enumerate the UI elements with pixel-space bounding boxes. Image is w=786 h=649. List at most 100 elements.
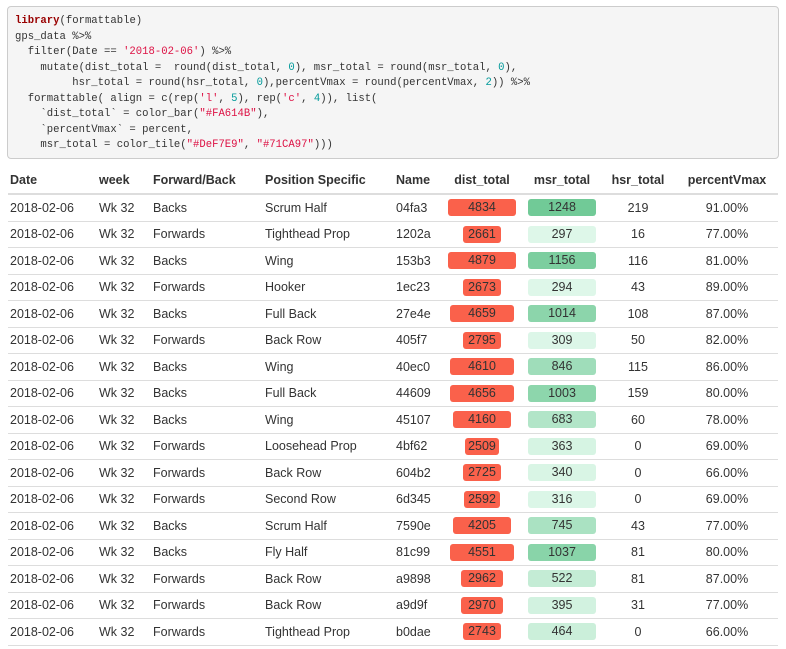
- table-cell: Full Back: [263, 380, 394, 407]
- table-row: 2018-02-06 Wk 32 Forwards Loosehead Prop 4bf…: [8, 433, 778, 460]
- table-row: 2018-02-06 Wk 32 Backs Scrum Half 7590e 4205 7…: [8, 512, 778, 540]
- table-cell: 309: [524, 327, 600, 354]
- table-cell: 2018-02-06: [8, 300, 97, 328]
- table-cell: Wk 32: [97, 221, 151, 248]
- table-cell: Back Row: [263, 327, 394, 354]
- table-cell: Tighthead Prop: [263, 618, 394, 646]
- table-cell: 66.00%: [676, 459, 778, 487]
- table-cell: Wing: [263, 406, 394, 434]
- table-cell: 91.00%: [676, 194, 778, 222]
- dist-bar: 2661: [463, 225, 501, 243]
- table-cell: 43: [600, 274, 676, 301]
- table-cell: Wk 32: [97, 565, 151, 593]
- table-cell: Forwards: [151, 618, 263, 646]
- msr-tile: 316: [528, 490, 596, 508]
- table-cell: 2743: [440, 618, 524, 646]
- code-line: formattable( align = c(rep('l', 5), rep(…: [15, 92, 378, 105]
- msr-tile: 297: [528, 225, 596, 243]
- table-cell: Backs: [151, 194, 263, 222]
- dist-bar: 4160: [453, 411, 511, 429]
- table-cell: Wk 32: [97, 327, 151, 354]
- table-cell: 2018-02-06: [8, 194, 97, 222]
- table-cell: Forwards: [151, 327, 263, 354]
- table-cell: 2018-02-06: [8, 618, 97, 646]
- table-cell: 82.00%: [676, 327, 778, 354]
- table-cell: Hooker: [263, 274, 394, 301]
- table-cell: 2018-02-06: [8, 221, 97, 248]
- table-cell: Backs: [151, 512, 263, 540]
- table-cell: 405f7: [394, 327, 440, 354]
- table-cell: Backs: [151, 353, 263, 381]
- dist-bar: 4659: [449, 305, 515, 323]
- table-cell: 159: [600, 380, 676, 407]
- table-cell: 0: [600, 618, 676, 646]
- table-row: 2018-02-06 Wk 32 Forwards Back Row a9d9f 2970…: [8, 592, 778, 619]
- table-cell: 1248: [524, 194, 600, 222]
- table-cell: 116: [600, 247, 676, 275]
- table-cell: 4551: [440, 539, 524, 566]
- table-cell: 80.00%: [676, 539, 778, 566]
- table-cell: 66.00%: [676, 618, 778, 646]
- table-cell: Wk 32: [97, 406, 151, 434]
- dist-bar: 4205: [452, 517, 512, 535]
- msr-tile: 522: [528, 570, 596, 588]
- table-cell: b0dae: [394, 618, 440, 646]
- table-row: 2018-02-06 Wk 32 Forwards Back Row 405f7 2795…: [8, 327, 778, 354]
- table-cell: Forwards: [151, 433, 263, 460]
- table-cell: 340: [524, 459, 600, 487]
- column-header: week: [97, 166, 151, 195]
- table-cell: Wk 32: [97, 380, 151, 407]
- dist-bar: 2795: [462, 331, 502, 349]
- header-row: Date week Forward/Back Position Specific Nam…: [8, 166, 778, 195]
- table-cell: Wing: [263, 247, 394, 275]
- table-cell: 219: [600, 194, 676, 222]
- table-cell: 2018-02-06: [8, 353, 97, 381]
- table-cell: 77.00%: [676, 221, 778, 248]
- table-row: 2018-02-06 Wk 32 Backs Wing 40ec0 4610 846 115 8…: [8, 353, 778, 381]
- table-cell: Wk 32: [97, 486, 151, 513]
- table-cell: 87.00%: [676, 565, 778, 593]
- msr-tile: 745: [528, 517, 596, 535]
- table-cell: 2018-02-06: [8, 327, 97, 354]
- table-cell: Wk 32: [97, 300, 151, 328]
- table-cell: 2962: [440, 565, 524, 593]
- dist-bar: 4834: [448, 199, 516, 217]
- table-cell: Second Row: [263, 486, 394, 513]
- table-cell: 316: [524, 486, 600, 513]
- msr-tile: 1003: [528, 384, 596, 402]
- table-cell: Back Row: [263, 459, 394, 487]
- dist-bar: 4656: [449, 384, 515, 402]
- table-cell: Back Row: [263, 565, 394, 593]
- column-header: dist_total: [440, 166, 524, 195]
- table-cell: 2018-02-06: [8, 406, 97, 434]
- table-cell: Loosehead Prop: [263, 433, 394, 460]
- table-cell: 2509: [440, 433, 524, 460]
- table-cell: 4659: [440, 300, 524, 328]
- table-row: 2018-02-06 Wk 32 Forwards Tighthead Prop 120…: [8, 221, 778, 248]
- table-cell: 16: [600, 221, 676, 248]
- table-cell: 2661: [440, 221, 524, 248]
- msr-tile: 395: [528, 596, 596, 614]
- table-cell: 81: [600, 539, 676, 566]
- table-row: 2018-02-06 Wk 32 Backs Wing 153b3 4879 1156 116…: [8, 247, 778, 275]
- table-cell: 2018-02-06: [8, 274, 97, 301]
- table-row: 2018-02-06 Wk 32 Backs Full Back 27e4e 4659 10…: [8, 300, 778, 328]
- table-cell: 81c99: [394, 539, 440, 566]
- code-line: hsr_total = round(hsr_total, 0),percentV…: [15, 77, 530, 89]
- msr-tile: 363: [528, 437, 596, 455]
- table-cell: Backs: [151, 247, 263, 275]
- table-cell: 464: [524, 618, 600, 646]
- table-cell: 846: [524, 353, 600, 381]
- table-cell: 31: [600, 592, 676, 619]
- table-cell: 2018-02-06: [8, 565, 97, 593]
- table-cell: 87.00%: [676, 300, 778, 328]
- msr-tile: 1248: [528, 199, 596, 217]
- table-cell: 44609: [394, 380, 440, 407]
- table-cell: 43: [600, 512, 676, 540]
- table-cell: Wk 32: [97, 353, 151, 381]
- table-cell: 0: [600, 459, 676, 487]
- table-cell: 81: [600, 565, 676, 593]
- table-cell: 27e4e: [394, 300, 440, 328]
- table-cell: Forwards: [151, 459, 263, 487]
- code-line: `dist_total` = color_bar("#FA614B"),: [15, 108, 270, 120]
